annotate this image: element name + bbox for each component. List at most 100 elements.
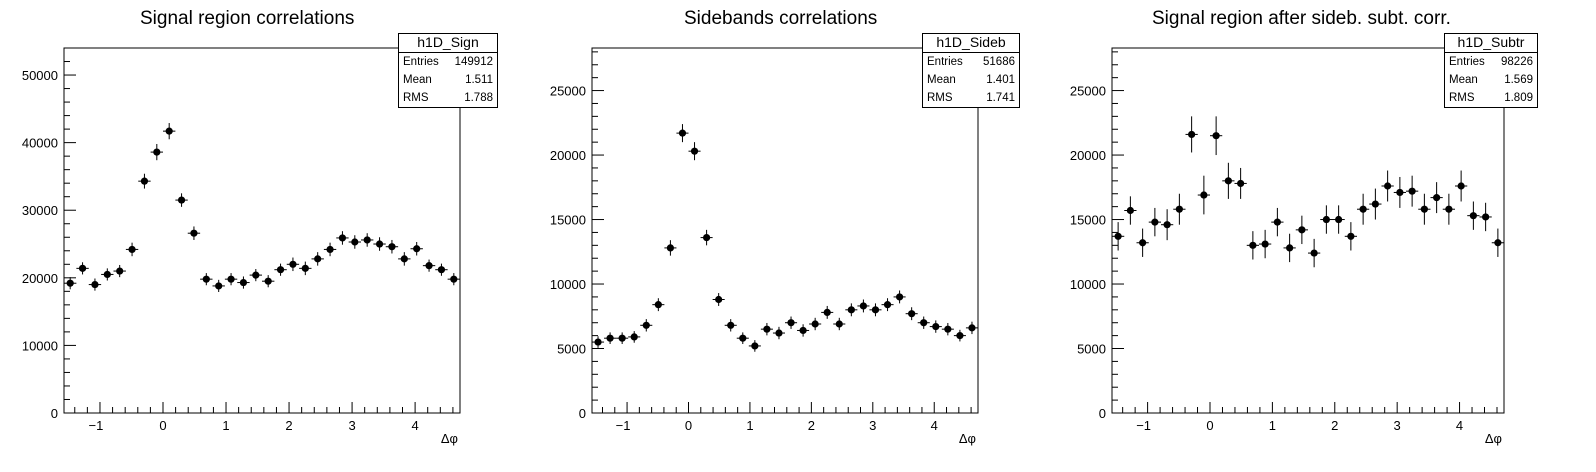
data-point <box>125 242 139 257</box>
data-point <box>628 331 641 343</box>
data-marker <box>908 310 916 318</box>
data-marker <box>276 266 285 274</box>
y-tick-label: 40000 <box>22 136 58 151</box>
data-point <box>1308 238 1321 268</box>
data-marker <box>944 325 952 333</box>
data-point <box>262 275 275 288</box>
data-point <box>398 252 411 266</box>
x-tick-label: 4 <box>411 418 418 433</box>
data-marker <box>1445 205 1453 213</box>
data-marker <box>920 319 928 327</box>
chart-title: Sidebands correlations <box>684 8 878 29</box>
data-point <box>410 241 423 256</box>
x-tick-label: 3 <box>869 418 876 433</box>
data-point <box>1393 176 1406 208</box>
data-marker <box>301 264 309 272</box>
y-tick-label: 20000 <box>22 271 58 286</box>
data-point <box>336 231 349 245</box>
data-marker <box>375 240 384 248</box>
data-marker <box>1249 241 1257 249</box>
x-tick-label: 4 <box>1456 418 1463 433</box>
data-marker <box>787 319 795 327</box>
data-point <box>1332 205 1345 234</box>
data-point <box>1381 170 1394 202</box>
data-marker <box>1212 132 1220 140</box>
data-point <box>361 233 374 247</box>
data-point <box>736 332 749 344</box>
data-marker <box>715 295 723 304</box>
stats-box-name: h1D_Subtr <box>1445 34 1537 53</box>
data-point <box>435 263 448 276</box>
y-tick-label: 10000 <box>550 277 586 292</box>
data-point <box>1467 201 1480 230</box>
data-point <box>809 317 822 331</box>
stats-box-name: h1D_Sign <box>399 34 497 53</box>
data-marker <box>1286 244 1294 252</box>
x-tick-label: −1 <box>89 418 104 433</box>
data-marker <box>1139 239 1147 247</box>
y-tick-label: 20000 <box>1070 148 1106 163</box>
data-marker <box>727 321 735 329</box>
chart-plot-sidebands: 0 5000 10000 15000 20000 25000 −1 0 1 2 3 4 Δφ <box>550 47 979 446</box>
data-marker <box>739 334 747 342</box>
stats-box: h1D_Sideb Entries 51686 Mean 1.401 RMS 1.74… <box>922 33 1020 108</box>
data-point <box>592 336 605 348</box>
plot-frame <box>63 47 461 414</box>
data-point <box>1357 193 1370 225</box>
data-marker <box>1420 205 1428 213</box>
data-marker <box>1261 240 1269 248</box>
data-point <box>1455 170 1468 202</box>
y-tick-label: 30000 <box>22 203 58 218</box>
x-tick-label: −1 <box>1136 418 1151 433</box>
data-point <box>1210 116 1223 156</box>
data-marker <box>678 129 687 137</box>
x-tick-label: 2 <box>285 418 292 433</box>
y-tick-label: 15000 <box>1070 213 1106 228</box>
data-marker <box>1273 218 1281 226</box>
data-point <box>676 124 689 143</box>
data-point <box>1320 205 1333 234</box>
data-point <box>150 143 163 161</box>
data-marker <box>78 264 87 272</box>
data-marker <box>1310 249 1318 257</box>
data-point <box>299 261 312 276</box>
data-point <box>1173 193 1186 225</box>
y-tick-label: 0 <box>579 406 586 421</box>
data-point <box>88 278 102 291</box>
data-point <box>700 229 713 246</box>
data-marker <box>654 301 662 309</box>
x-axis-label: Δφ <box>1485 431 1502 446</box>
stats-box: h1D_Sign Entries 149912 Mean 1.511 RMS 1.78… <box>398 33 498 108</box>
data-marker <box>823 308 831 316</box>
data-point <box>1418 193 1431 225</box>
data-marker <box>799 326 807 335</box>
data-marker <box>1469 212 1477 220</box>
data-marker <box>1482 213 1490 221</box>
data-marker <box>751 342 759 350</box>
data-point <box>1479 202 1492 232</box>
stats-box: h1D_Subtr Entries 98226 Mean 1.569 RMS 1.80… <box>1444 33 1538 108</box>
y-tick-label: 10000 <box>1070 277 1106 292</box>
data-point <box>1442 193 1455 225</box>
data-point <box>64 277 77 290</box>
data-point <box>1271 207 1284 237</box>
data-marker <box>1396 188 1404 197</box>
data-marker <box>1371 200 1379 208</box>
data-point <box>929 320 942 333</box>
stats-row-mean: Mean 1.511 <box>403 74 493 86</box>
data-point <box>323 242 337 257</box>
data-point <box>760 322 773 336</box>
data-marker <box>666 244 675 252</box>
data-marker <box>128 245 136 254</box>
data-point <box>724 319 737 332</box>
data-marker <box>847 306 855 314</box>
data-point <box>237 276 250 289</box>
data-marker <box>165 127 173 135</box>
stats-row-rms: RMS 1.741 <box>927 92 1015 104</box>
stats-row-entries: Entries 51686 <box>927 56 1015 68</box>
x-tick-label: 1 <box>222 418 229 433</box>
y-tick-label: 20000 <box>550 148 586 163</box>
data-marker <box>1237 179 1245 188</box>
data-marker <box>1188 130 1196 139</box>
data-point <box>274 263 287 276</box>
